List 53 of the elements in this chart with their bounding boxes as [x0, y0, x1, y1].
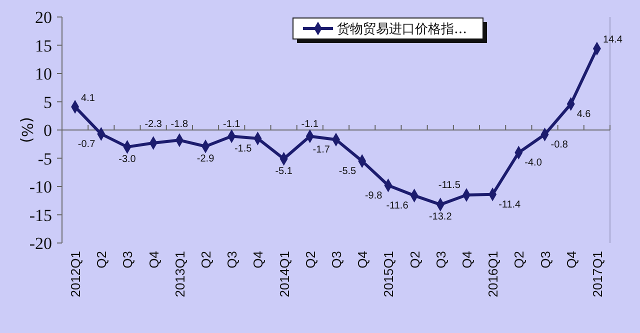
x-tick-label: Q2	[407, 251, 422, 268]
data-label: -5.1	[275, 166, 293, 177]
y-tick-label: 15	[35, 36, 52, 56]
x-tick-label: Q2	[512, 251, 527, 268]
data-label: -1.7	[312, 144, 330, 156]
data-label: -11.6	[386, 200, 409, 212]
x-tick-label: 2013Q1	[172, 251, 188, 298]
data-label: -2.9	[196, 153, 215, 164]
x-tick-label: Q3	[120, 251, 136, 268]
data-label: 14.4	[602, 34, 623, 46]
legend-label: 货物贸易进口价格指…	[337, 22, 467, 37]
x-tick-label: Q4	[355, 251, 370, 268]
x-tick-label: Q3	[433, 251, 448, 268]
y-tick-label: -10	[29, 178, 52, 196]
data-label: 4.1	[81, 92, 96, 104]
data-label: -11.5	[438, 180, 461, 191]
data-label: 4.6	[576, 109, 592, 120]
data-label: -2.3	[144, 119, 162, 130]
y-tick-label: -5	[38, 149, 52, 168]
x-tick-label: Q2	[198, 251, 214, 268]
x-tick-label: Q3	[224, 251, 240, 268]
x-tick-label: 2014Q1	[276, 251, 292, 298]
data-label: -9.8	[364, 190, 383, 202]
data-label: -13.2	[428, 212, 452, 223]
x-tick-label: Q3	[329, 251, 344, 268]
data-label: -5.5	[338, 166, 357, 178]
x-tick-label: Q3	[538, 251, 553, 268]
y-axis-title: (%)	[18, 117, 36, 143]
x-tick-label: 2012Q1	[68, 251, 84, 298]
data-label: -1.1	[223, 119, 241, 130]
x-tick-label: Q2	[94, 251, 110, 268]
x-tick-label: Q4	[459, 251, 474, 268]
x-tick-label: Q4	[146, 251, 162, 268]
data-label: -0.7	[78, 138, 96, 150]
x-tick-label: 2015Q1	[381, 251, 396, 298]
data-label: -11.4	[498, 199, 522, 210]
x-tick-label: 2016Q1	[486, 251, 501, 298]
x-tick-label: Q4	[564, 251, 579, 268]
y-tick-label: 20	[35, 8, 52, 27]
data-label: -0.8	[550, 140, 568, 151]
data-label: -1.1	[301, 119, 319, 130]
data-label: -1.5	[234, 143, 252, 154]
y-tick-label: -15	[29, 206, 52, 225]
x-tick-label: Q2	[302, 251, 318, 268]
y-tick-label: 10	[35, 64, 52, 84]
x-tick-label: 2017Q1	[590, 251, 605, 298]
y-tick-label: 5	[44, 92, 52, 112]
x-tick-label: Q4	[250, 251, 266, 268]
data-label: -1.8	[170, 119, 188, 130]
y-tick-label: -20	[29, 234, 52, 253]
data-label: -3.0	[118, 154, 136, 165]
data-label: -4.0	[524, 158, 542, 169]
y-tick-label: 0	[44, 121, 52, 140]
